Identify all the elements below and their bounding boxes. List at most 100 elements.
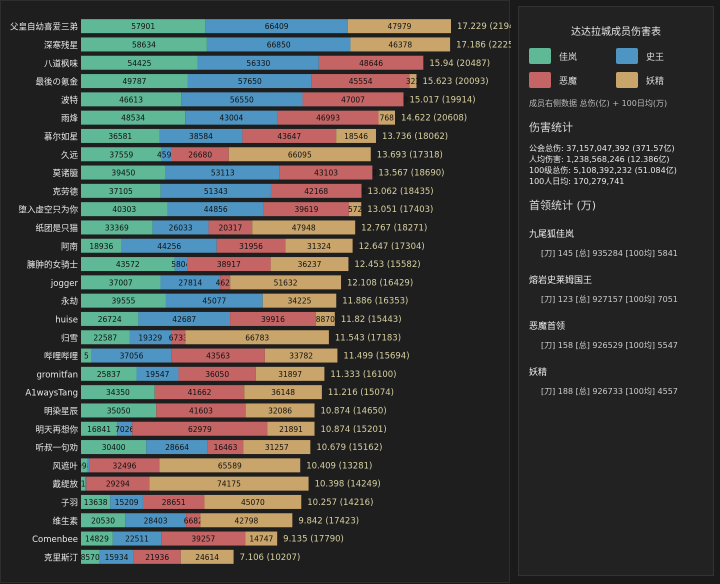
category-label: 堕入虚空只为你 bbox=[18, 205, 78, 216]
category-label: 维生素 bbox=[52, 516, 78, 527]
bar-value-label: 26724 bbox=[98, 315, 122, 324]
bar-segment bbox=[99, 549, 134, 564]
category-label: 久远 bbox=[61, 150, 79, 161]
total-label: 13.693 (17318) bbox=[377, 150, 443, 160]
bar-segment bbox=[152, 220, 209, 235]
bar-segment bbox=[81, 74, 188, 89]
bar-segment bbox=[228, 147, 371, 162]
bar-segment bbox=[302, 92, 404, 107]
bar-value-label: 13638 bbox=[84, 498, 108, 507]
bar-segment bbox=[205, 19, 348, 34]
total-label: 11.216 (15074) bbox=[328, 388, 394, 398]
bar-value-label: 37056 bbox=[120, 352, 144, 361]
bar-segment bbox=[230, 311, 316, 326]
bar-value-label: 38917 bbox=[217, 260, 241, 269]
bar-value-label: 41603 bbox=[189, 406, 213, 415]
bar-segment bbox=[138, 311, 231, 326]
bar-segment bbox=[187, 74, 312, 89]
bar-value-label: 33369 bbox=[105, 223, 129, 232]
bar-value-label: 43563 bbox=[206, 352, 230, 361]
bar-segment bbox=[245, 403, 315, 418]
bar-value-label: 37105 bbox=[109, 187, 133, 196]
bar-segment bbox=[81, 147, 162, 162]
bar-value-label: 14829 bbox=[85, 535, 109, 544]
bar-segment bbox=[165, 165, 280, 180]
total-label: 17.186 (22257) bbox=[456, 40, 511, 50]
bar-segment bbox=[207, 440, 244, 455]
bar-value-label: 4594 bbox=[157, 150, 176, 159]
total-label: 12.453 (15582) bbox=[354, 260, 420, 270]
bar-segment bbox=[142, 494, 205, 509]
bar-value-label: 66095 bbox=[288, 150, 312, 159]
category-label: 阿南 bbox=[61, 241, 78, 252]
total-label: 11.886 (16353) bbox=[342, 297, 408, 307]
bar-value-label: 58634 bbox=[132, 40, 156, 49]
bar-segment bbox=[186, 513, 201, 528]
bar-value-label: 66409 bbox=[265, 22, 289, 31]
bar-value-label: 31897 bbox=[278, 370, 302, 379]
bar-segment bbox=[285, 238, 353, 253]
legend-swatch bbox=[529, 48, 551, 64]
bar-segment bbox=[110, 494, 143, 509]
bar-segment bbox=[208, 220, 253, 235]
bar-value-label: 47979 bbox=[388, 22, 412, 31]
category-label: 父皇自幼喜爱三弟 bbox=[10, 22, 78, 33]
bar-segment bbox=[81, 275, 161, 290]
bar-segment bbox=[160, 275, 221, 290]
bar-value-label: 20317 bbox=[218, 223, 242, 232]
bar-value-label: 39916 bbox=[261, 315, 285, 324]
total-label: 13.062 (18435) bbox=[368, 187, 434, 197]
bar-segment bbox=[81, 549, 100, 564]
bar-value-label: 38584 bbox=[189, 132, 213, 141]
bar-value-label: 18546 bbox=[344, 132, 368, 141]
bar-segment bbox=[185, 110, 278, 125]
bar-value-label: 43647 bbox=[277, 132, 301, 141]
bar-value-label: 53113 bbox=[211, 169, 235, 178]
bar-value-label: 51343 bbox=[204, 187, 228, 196]
category-label: 永劫 bbox=[61, 296, 78, 307]
bar-segment bbox=[129, 330, 172, 345]
bar-value-label: 62979 bbox=[188, 425, 212, 434]
bar-value-label: 29294 bbox=[106, 480, 130, 489]
bar-segment bbox=[187, 257, 271, 272]
bar-segment bbox=[81, 348, 92, 363]
bar-value-label: 27814 bbox=[178, 278, 202, 287]
bar-segment bbox=[132, 421, 268, 436]
bar-segment bbox=[81, 476, 86, 491]
bar-segment bbox=[125, 513, 187, 528]
bar-segment bbox=[81, 421, 118, 436]
bar-value-label: 49787 bbox=[123, 77, 147, 86]
bar-segment bbox=[149, 476, 309, 491]
bar-segment bbox=[159, 458, 301, 473]
bar-segment bbox=[318, 55, 424, 70]
bar-segment bbox=[81, 293, 166, 308]
bar-value-label: 998 bbox=[77, 461, 92, 470]
stat-100-total: 100级总伤: 5,108,392,232 (51.084亿) bbox=[529, 166, 677, 175]
bar-value-label: 14747 bbox=[249, 535, 273, 544]
bar-segment bbox=[87, 458, 90, 473]
total-label: 11.82 (15443) bbox=[341, 315, 402, 325]
bar-value-label: 32496 bbox=[113, 461, 137, 470]
bar-segment bbox=[409, 74, 417, 89]
bar-value-label: 21891 bbox=[279, 425, 303, 434]
bar-value-label: 8870 bbox=[316, 315, 335, 324]
bar-value-label: 6733 bbox=[169, 333, 188, 342]
boss-detail: [刀] 123 [总] 927157 [100均] 7051 bbox=[541, 295, 678, 304]
category-label: 风遮叶 bbox=[52, 461, 78, 472]
legend-label: 史王 bbox=[646, 52, 665, 63]
category-label: jogger bbox=[50, 279, 79, 289]
boss-entry: 恶魔首领 [刀] 158 [总] 926529 [100均] 5547 bbox=[529, 319, 703, 351]
legend-note: 成员右侧数据 总伤(亿) + 100日均(万) bbox=[529, 99, 668, 108]
bar-value-label: 39619 bbox=[294, 205, 318, 214]
bar-value-label: 0 bbox=[403, 95, 408, 104]
bar-segment bbox=[220, 275, 231, 290]
legend-swatch bbox=[616, 48, 638, 64]
bar-segment bbox=[81, 128, 160, 143]
legend-item-emo: 恶魔 bbox=[529, 72, 616, 88]
bar-value-label: 30400 bbox=[102, 443, 126, 452]
bar-value-label: 15209 bbox=[115, 498, 139, 507]
bar-value-label: 19547 bbox=[146, 370, 170, 379]
bar-value-label: 57650 bbox=[238, 77, 262, 86]
stat-guild-total: 公会总伤: 37,157,047,392 (371.57亿) bbox=[529, 144, 675, 153]
bar-segment bbox=[255, 366, 325, 381]
